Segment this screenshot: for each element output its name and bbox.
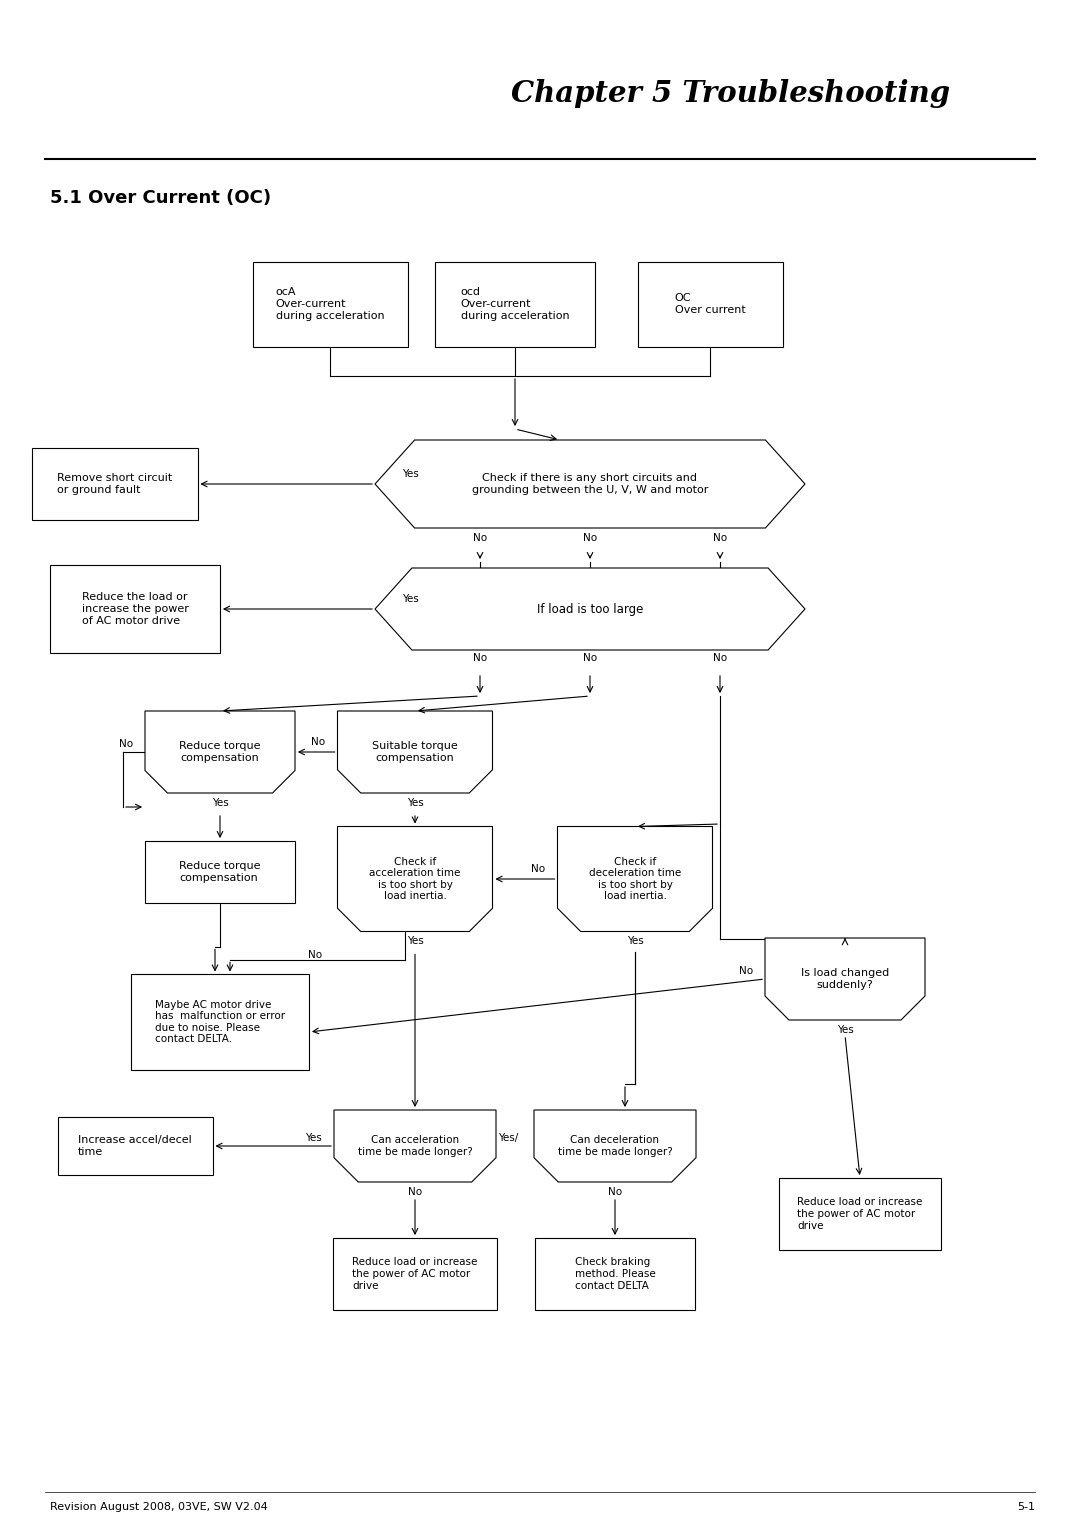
- Text: ocd
Over-current
during acceleration: ocd Over-current during acceleration: [461, 287, 569, 321]
- Text: No: No: [608, 1187, 622, 1197]
- Text: OC
Over current: OC Over current: [675, 293, 745, 314]
- Text: Reduce torque
compensation: Reduce torque compensation: [179, 741, 260, 762]
- FancyBboxPatch shape: [253, 261, 407, 347]
- Text: Yes: Yes: [407, 936, 423, 946]
- Polygon shape: [534, 1111, 696, 1183]
- Text: Check braking
method. Please
contact DELTA: Check braking method. Please contact DEL…: [575, 1258, 656, 1290]
- FancyBboxPatch shape: [535, 1238, 696, 1310]
- Text: Yes: Yes: [212, 798, 228, 808]
- Text: Check if
deceleration time
is too short by
load inertia.: Check if deceleration time is too short …: [589, 856, 681, 902]
- Text: Reduce load or increase
the power of AC motor
drive: Reduce load or increase the power of AC …: [352, 1258, 477, 1290]
- Text: 5-1: 5-1: [1017, 1502, 1035, 1513]
- FancyBboxPatch shape: [435, 261, 595, 347]
- Text: No: No: [713, 653, 727, 663]
- FancyBboxPatch shape: [779, 1178, 941, 1250]
- Polygon shape: [145, 710, 295, 793]
- FancyBboxPatch shape: [32, 448, 198, 520]
- Text: No: No: [311, 736, 325, 747]
- Polygon shape: [557, 827, 713, 931]
- Text: Suitable torque
compensation: Suitable torque compensation: [373, 741, 458, 762]
- Text: Yes/: Yes/: [498, 1134, 518, 1143]
- FancyBboxPatch shape: [57, 1117, 213, 1175]
- Text: No: No: [531, 864, 545, 874]
- Text: No: No: [408, 1187, 422, 1197]
- Polygon shape: [375, 568, 805, 650]
- Text: 5.1 Over Current (OC): 5.1 Over Current (OC): [50, 189, 271, 207]
- Text: Can acceleration
time be made longer?: Can acceleration time be made longer?: [357, 1135, 472, 1157]
- Polygon shape: [338, 827, 492, 931]
- Text: Yes: Yes: [402, 469, 418, 479]
- Text: If load is too large: If load is too large: [537, 603, 644, 615]
- Text: Yes: Yes: [407, 798, 423, 808]
- Text: ocA
Over-current
during acceleration: ocA Over-current during acceleration: [275, 287, 384, 321]
- FancyBboxPatch shape: [333, 1238, 498, 1310]
- FancyBboxPatch shape: [50, 565, 220, 653]
- Text: Check if there is any short circuits and
grounding between the U, V, W and motor: Check if there is any short circuits and…: [472, 472, 708, 495]
- Text: No: No: [473, 532, 487, 543]
- Text: Revision August 2008, 03VE, SW V2.04: Revision August 2008, 03VE, SW V2.04: [50, 1502, 268, 1513]
- Text: No: No: [713, 532, 727, 543]
- Polygon shape: [765, 937, 924, 1020]
- Text: Yes: Yes: [837, 1025, 853, 1035]
- Text: Check if
acceleration time
is too short by
load inertia.: Check if acceleration time is too short …: [369, 856, 461, 902]
- Text: No: No: [583, 532, 597, 543]
- Text: Reduce torque
compensation: Reduce torque compensation: [179, 861, 260, 882]
- FancyBboxPatch shape: [145, 841, 295, 904]
- Text: No: No: [119, 739, 133, 749]
- Text: Remove short circuit
or ground fault: Remove short circuit or ground fault: [57, 472, 173, 495]
- Polygon shape: [334, 1111, 496, 1183]
- Text: Reduce load or increase
the power of AC motor
drive: Reduce load or increase the power of AC …: [797, 1198, 922, 1230]
- Text: Chapter 5 Troubleshooting: Chapter 5 Troubleshooting: [511, 78, 950, 107]
- Text: No: No: [309, 950, 323, 959]
- Polygon shape: [338, 710, 492, 793]
- FancyBboxPatch shape: [131, 974, 309, 1069]
- Text: Can deceleration
time be made longer?: Can deceleration time be made longer?: [557, 1135, 673, 1157]
- Text: Yes: Yes: [306, 1134, 322, 1143]
- Polygon shape: [375, 440, 805, 528]
- Text: Maybe AC motor drive
has  malfunction or error
due to noise. Please
contact DELT: Maybe AC motor drive has malfunction or …: [154, 1000, 285, 1045]
- Text: No: No: [583, 653, 597, 663]
- Text: No: No: [739, 966, 753, 976]
- Text: No: No: [473, 653, 487, 663]
- FancyBboxPatch shape: [637, 261, 783, 347]
- Text: Increase accel/decel
time: Increase accel/decel time: [78, 1135, 192, 1157]
- Text: Yes: Yes: [626, 936, 644, 946]
- Text: Is load changed
suddenly?: Is load changed suddenly?: [801, 968, 889, 989]
- Text: Yes: Yes: [402, 594, 418, 604]
- Text: Reduce the load or
increase the power
of AC motor drive: Reduce the load or increase the power of…: [82, 592, 188, 626]
